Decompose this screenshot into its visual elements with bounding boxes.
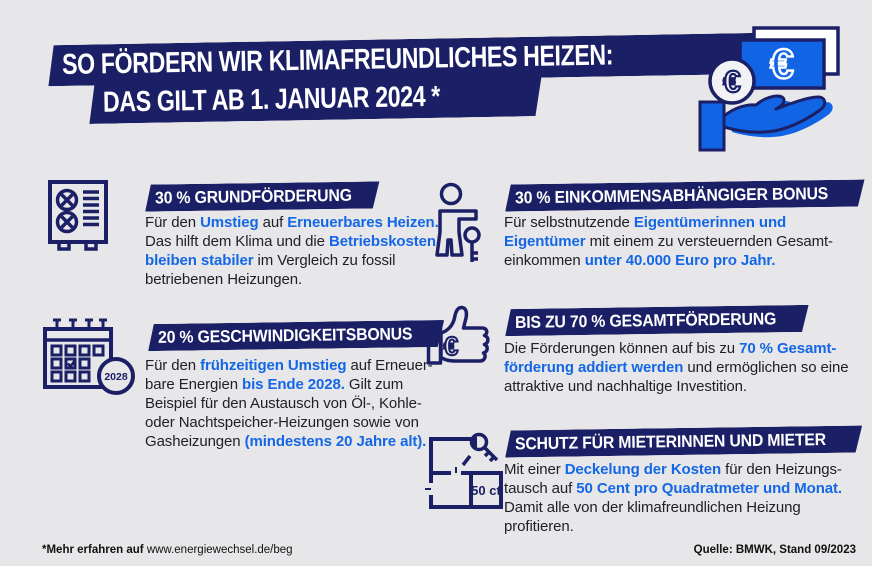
- body-line: Eigentümer mit einem zu versteuernden Ge…: [504, 233, 833, 250]
- body-line: Gasheizungen (mindestens 20 Jahre alt).: [145, 433, 427, 450]
- euro-coin: [708, 57, 756, 105]
- calendar-2028-icon: 2028: [41, 317, 135, 399]
- section-einkommensbonus-body: Für selbstnutzende Eigentümerinnen und Ei…: [504, 213, 833, 270]
- floor-plan-label: 50 ct: [471, 483, 501, 498]
- section-grundfoerderung-body: Für den Umstieg auf Erneuerbares Heizen.…: [145, 213, 439, 289]
- title-line-2-text: DAS GILT AB 1. JANUAR 2024 *: [102, 80, 441, 119]
- source-note: Quelle: BMWK, Stand 09/2023: [693, 544, 856, 556]
- body-line: bleiben stabiler im Vergleich zu fossil: [145, 252, 396, 269]
- section-einkommensbonus-heading: 30 % EINKOMMENSABHÄNGIGER BONUS: [505, 179, 865, 211]
- section-geschwindigkeitsbonus-body: Für den frühzeitigen Umstieg auf Erneuer…: [145, 356, 433, 451]
- calendar-badge-circle: [97, 357, 135, 395]
- footnote: *Mehr erfahren auf www.energiewechsel.de…: [42, 544, 293, 556]
- section-mieterschutz-body: Mit einer Deckelung der Kosten für den H…: [504, 460, 842, 536]
- banknote-euro-symbol: €: [770, 40, 793, 87]
- body-line: profitieren.: [504, 518, 574, 535]
- section-gesamtfoerderung-heading: BIS ZU 70 % GESAMTFÖRDERUNG: [505, 305, 809, 336]
- coin-euro-symbol: €: [723, 64, 740, 99]
- section-gesamtfoerderung-body: Die Förderungen können auf bis zu 70 % G…: [504, 339, 849, 396]
- body-line: attraktive und nachhaltige Investition.: [504, 378, 747, 395]
- body-line: Für selbstnutzende Eigentümerinnen und: [504, 214, 787, 231]
- body-line: tausch auf 50 Cent pro Quadratmeter und …: [504, 480, 842, 497]
- heat-pump-icon: [46, 178, 110, 254]
- title-line-1-text: SO FÖRDERN WIR KLIMAFREUNDLICHES HEIZEN:: [61, 39, 614, 82]
- floor-plan-key-icon: 50 ct: [423, 429, 503, 511]
- body-line: betriebenen Heizungen.: [145, 271, 303, 288]
- calendar-badge-year: 2028: [104, 371, 128, 383]
- section-mieterschutz-heading: SCHUTZ FÜR MIETERINNEN UND MIETER: [505, 426, 863, 458]
- thumbs-euro-symbol: €: [444, 331, 458, 361]
- footnote-url[interactable]: www.energiewechsel.de/beg: [146, 544, 293, 556]
- hand-with-euro-money-icon: € €: [694, 24, 856, 160]
- body-line: bare Energien bis Ende 2028. Gilt zum: [145, 376, 404, 393]
- body-line: einkommen unter 40.000 Euro pro Jahr.: [504, 252, 776, 269]
- body-line: Für den frühzeitigen Umstieg auf Erneuer…: [145, 357, 433, 374]
- section-grundfoerderung-heading: 30 % GRUNDFÖRDERUNG: [145, 181, 380, 211]
- body-line: förderung addiert werden und ermöglichen…: [504, 359, 849, 376]
- body-line: Damit alle von der klimafreundlichen Hei…: [504, 499, 801, 516]
- section-geschwindigkeitsbonus-heading: 20 % GESCHWINDIGKEITSBONUS: [148, 320, 445, 351]
- thumbs-up-euro-icon: €: [426, 300, 496, 372]
- hand-cuff: [698, 100, 726, 152]
- body-line: oder Nachtspeicher-Heizungen sowie von: [145, 414, 419, 431]
- body-line: Beispiel für den Austausch von Öl-, Kohl…: [145, 395, 422, 412]
- body-line: Mit einer Deckelung der Kosten für den H…: [504, 461, 842, 478]
- footnote-label: *Mehr erfahren auf: [42, 544, 147, 556]
- body-line: Für den Umstieg auf Erneuerbares Heizen.: [145, 214, 439, 231]
- hand-palm: [722, 94, 827, 134]
- person-with-key-icon: [431, 182, 491, 268]
- title-line-2: DAS GILT AB 1. JANUAR 2024 *: [89, 75, 543, 124]
- body-line: Die Förderungen können auf bis zu 70 % G…: [504, 340, 837, 357]
- body-line: Das hilft dem Klima und die Betriebskost…: [145, 233, 436, 250]
